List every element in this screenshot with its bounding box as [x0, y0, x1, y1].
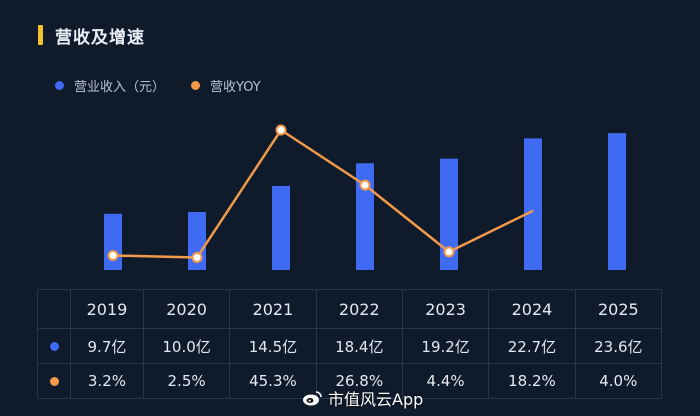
yoy-point [275, 124, 287, 136]
table-cell: 18.2% [488, 363, 576, 399]
table-header-cell: 2025 [574, 289, 663, 329]
table-row-yoy: 3.2% 2.5% 45.3% 26.8% 4.4% 18.2% 4.0% [37, 363, 663, 399]
revenue-bar [272, 185, 290, 270]
table-header-cell: 2022 [315, 289, 403, 329]
legend-item-yoy: 营收YOY [191, 76, 261, 95]
legend-dot-yoy [191, 81, 201, 90]
yoy-dot-icon [49, 377, 59, 386]
title-accent-bar [38, 25, 43, 45]
revenue-bar [524, 138, 542, 270]
revenue-bar [104, 213, 122, 270]
table-header-cell: 2020 [142, 289, 231, 329]
table-corner-cell [37, 289, 71, 329]
table-header-cell: 2019 [70, 289, 144, 329]
table-cell: 14.5亿 [229, 328, 317, 364]
yoy-point [359, 179, 371, 191]
table-row-revenue: 9.7亿 10.0亿 14.5亿 18.4亿 19.2亿 22.7亿 23.6亿 [37, 328, 663, 364]
table-cell: 22.7亿 [488, 328, 576, 364]
yoy-line [112, 128, 534, 259]
table-cell: 45.3% [229, 363, 317, 399]
table-cell: 19.2亿 [401, 328, 490, 364]
table-cell: 18.4亿 [315, 328, 403, 364]
legend-item-revenue: 营业收入（元） [55, 76, 165, 95]
data-table: 2019 2020 2021 2022 2023 2024 2025 9.7亿 … [37, 289, 663, 399]
yoy-point [191, 252, 203, 264]
table-cell: 10.0亿 [142, 328, 231, 364]
chart-title: 营收及增速 [55, 27, 145, 48]
table-header-row: 2019 2020 2021 2022 2023 2024 2025 [37, 289, 663, 329]
revenue-bar [356, 163, 374, 270]
table-row-marker [37, 363, 71, 399]
table-row-marker [37, 328, 71, 364]
chart-title-block: 营收及增速 [38, 24, 145, 48]
yoy-point [443, 246, 455, 258]
table-header-cell: 2024 [488, 289, 576, 329]
watermark-text: 市值风云App [328, 390, 424, 409]
weibo-icon [303, 391, 322, 406]
table-cell: 4.4% [401, 363, 490, 399]
revenue-bar [608, 133, 626, 270]
legend-label-yoy: 营收YOY [210, 80, 261, 95]
watermark: 市值风云App [302, 386, 423, 410]
revenue-bar [440, 158, 458, 270]
table-cell: 23.6亿 [574, 328, 663, 364]
table-cell: 3.2% [70, 363, 144, 399]
table-header-cell: 2021 [229, 289, 317, 329]
legend-label-revenue: 营业收入（元） [74, 80, 166, 95]
yoy-point [107, 249, 119, 261]
legend-dot-revenue [55, 81, 64, 90]
chart-legend: 营业收入（元） 营收YOY [55, 76, 287, 95]
table-cell: 9.7亿 [70, 328, 144, 364]
table-cell: 4.0% [574, 363, 663, 399]
revenue-dot-icon [49, 342, 59, 351]
table-header-cell: 2023 [401, 289, 490, 329]
table-cell: 26.8% [315, 363, 403, 399]
table-cell: 2.5% [142, 363, 231, 399]
chart-plot [104, 124, 626, 270]
